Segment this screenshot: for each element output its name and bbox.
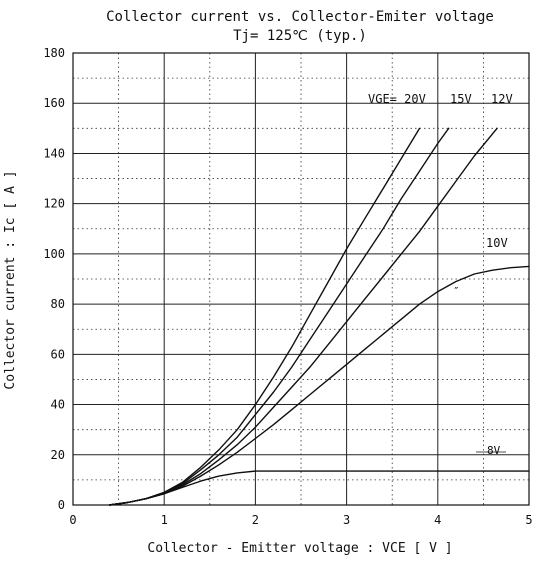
y-tick-label: 0: [58, 498, 65, 512]
series-label-3: 10V: [486, 236, 508, 250]
x-tick-label: 5: [525, 513, 532, 527]
x-tick-label: 3: [343, 513, 350, 527]
x-tick-label: 1: [161, 513, 168, 527]
series-label-1: 15V: [450, 92, 472, 106]
y-tick-label: 180: [43, 46, 65, 60]
chart-subtitle: Tj= 125℃ (typ.): [233, 28, 367, 44]
y-tick-label: 60: [51, 347, 65, 361]
y-tick-label: 40: [51, 398, 65, 412]
annotation-8v: 8V: [487, 444, 501, 457]
chart-title: Collector current vs. Collector-Emiter v…: [106, 9, 494, 25]
y-tick-label: 20: [51, 448, 65, 462]
series-line-1: [108, 127, 450, 506]
x-axis-label: Collector - Emitter voltage : VCE [ V ]: [147, 541, 452, 556]
y-tick-label: 80: [51, 297, 65, 311]
y-tick-labels: 0 20 40 60 80 100 120 140 160 180: [43, 46, 65, 512]
x-tick-label: 2: [252, 513, 259, 527]
series-labels: VGE= 20V 15V 12V 10V: [368, 92, 513, 250]
series-line-0: [108, 127, 421, 506]
y-tick-label: 100: [43, 247, 65, 261]
plot-frame: [72, 52, 530, 506]
x-tick-label: 4: [434, 513, 441, 527]
series-lines: [108, 127, 530, 506]
series-line-4: [108, 470, 530, 506]
y-tick-label: 160: [43, 96, 65, 110]
y-axis-label: Collector current : Ic [ A ]: [3, 170, 18, 389]
series-label-0: VGE= 20V: [368, 92, 426, 106]
series-label-2: 12V: [491, 92, 513, 106]
series-line-2: [108, 127, 498, 506]
x-tick-label: 0: [69, 513, 76, 527]
y-tick-label: 140: [43, 146, 65, 160]
annotation-tickmark: ″: [453, 285, 460, 298]
y-tick-label: 120: [43, 197, 65, 211]
series-line-3: [108, 265, 530, 506]
x-tick-labels: 0 1 2 3 4 5: [69, 513, 532, 527]
